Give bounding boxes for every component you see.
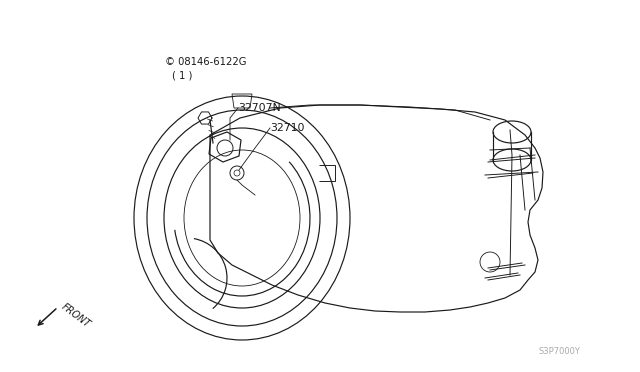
Text: © 08146-6122G: © 08146-6122G xyxy=(165,57,246,67)
Text: 32710: 32710 xyxy=(270,123,305,133)
Text: ( 1 ): ( 1 ) xyxy=(172,71,193,81)
Text: FRONT: FRONT xyxy=(60,302,93,330)
Text: S3P7000Y: S3P7000Y xyxy=(538,347,580,356)
Text: 32707N: 32707N xyxy=(238,103,281,113)
